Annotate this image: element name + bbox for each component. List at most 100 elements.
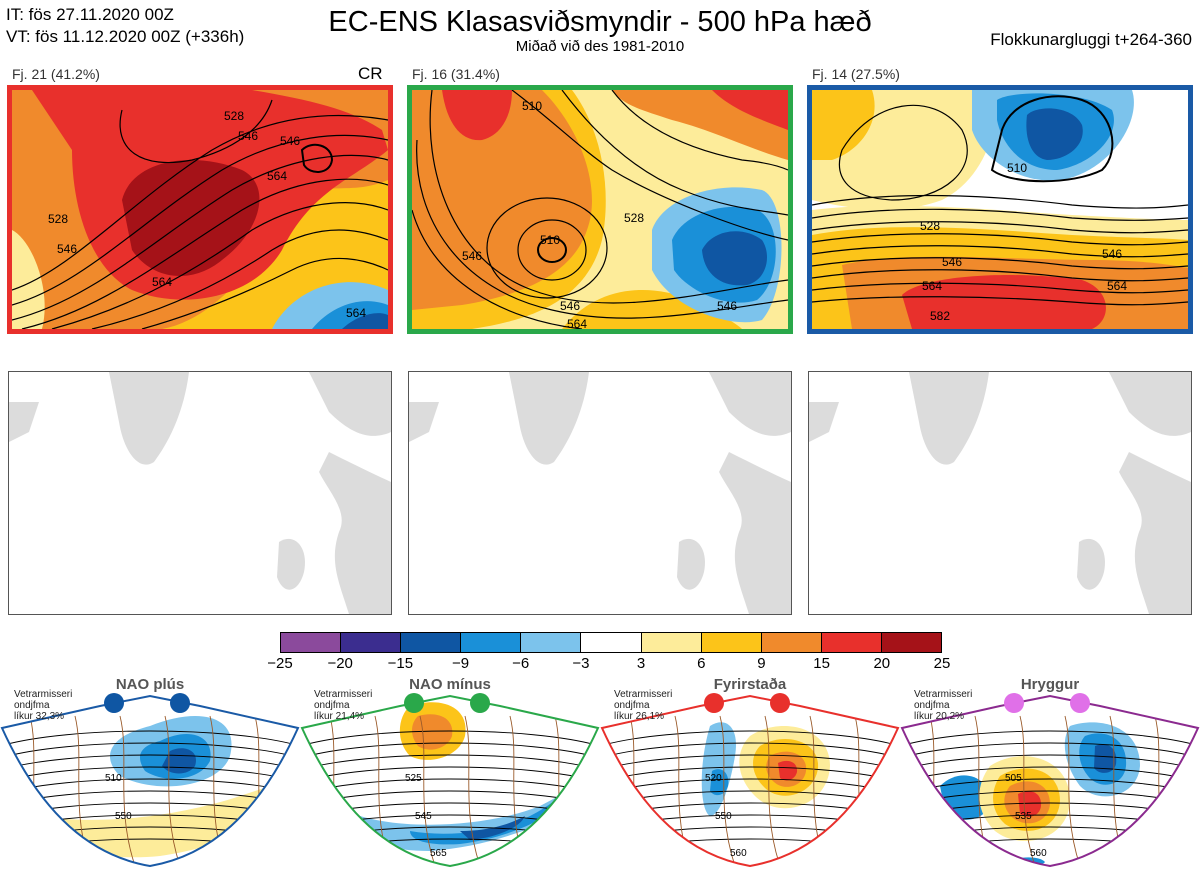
- regime-marker-dot: [470, 693, 490, 713]
- regime-note-line: ondjfma: [14, 700, 50, 711]
- coastline: [674, 715, 691, 866]
- colorbar-cell: [281, 633, 342, 652]
- contour-label: 535: [1015, 811, 1032, 822]
- regime-title: Hryggur: [1020, 676, 1080, 693]
- cluster-3-label: Fj. 14 (27.5%): [812, 66, 900, 82]
- cluster-1-lower-map: [8, 371, 392, 615]
- contour-label: 546: [1102, 247, 1122, 261]
- contour-label: 510: [522, 99, 542, 113]
- contour-line: [2, 766, 298, 783]
- cluster-2-lower-map: [408, 371, 792, 615]
- colorbar-tick-label: 3: [636, 655, 646, 672]
- regime-marker-dot: [1004, 693, 1024, 713]
- contour-line: [2, 730, 298, 747]
- cluster-2-anomaly-field: 510 528 510 546 546 546 564: [412, 90, 788, 329]
- anomaly-region: [1094, 744, 1117, 773]
- colorbar-tick-label: −20: [327, 655, 353, 672]
- contour-line: [602, 790, 898, 807]
- coastline: [164, 715, 181, 866]
- contour-line: [902, 742, 1198, 759]
- anomaly-region: [701, 722, 736, 816]
- cluster-2-label: Fj. 16 (31.4%): [412, 66, 500, 82]
- run-info: IT: fös 27.11.2020 00Z VT: fös 11.12.202…: [6, 4, 244, 48]
- contour-label: 550: [115, 811, 132, 822]
- anomaly-region: [412, 714, 453, 750]
- colorbar-cell: [461, 633, 522, 652]
- contour-label: 546: [717, 299, 737, 313]
- colorbar-tick-label: −3: [572, 655, 590, 672]
- contour-label: 510: [105, 773, 122, 784]
- contour-line: [602, 742, 898, 759]
- contour-line: [302, 754, 598, 771]
- contour-line: [2, 802, 298, 819]
- regime-panel: 510 550 NAO plús Vetrarmisseri ondjfma líkur …: [0, 676, 300, 871]
- colorbar-tick-label: −15: [387, 655, 414, 672]
- coastline: [74, 715, 91, 866]
- contour-line: [302, 730, 598, 747]
- regime-note-line: líkur 32,3%: [14, 711, 65, 722]
- regime-fan-border: [300, 694, 600, 868]
- regime-panel: 505 535 560 Hryggur Vetrarmisseri ondjfma líku…: [900, 676, 1200, 871]
- colorbar-cell: [821, 633, 882, 652]
- regime-marker-dot: [170, 693, 190, 713]
- regime-note-line: líkur 26,1%: [614, 711, 665, 722]
- coastline: [764, 715, 781, 866]
- land-mask: [9, 372, 391, 614]
- regime-title: NAO mínus: [409, 676, 491, 693]
- contour-label: 564: [267, 169, 287, 183]
- colorbar-tick-label: 20: [873, 655, 891, 672]
- contour-line: [602, 802, 898, 819]
- regime-marker-dot: [770, 693, 790, 713]
- contour-label: 525: [405, 773, 422, 784]
- regime-fan-map: 525 545 565: [300, 693, 600, 868]
- regime-note-line: Vetrarmisseri: [614, 689, 673, 700]
- anomaly-region: [350, 766, 598, 851]
- regime-panel: 525 545 565 NAO mínus Vetrarmisseri ondjfma lí…: [300, 676, 600, 871]
- contour-label: 582: [930, 309, 950, 323]
- regime-marker-dot: [104, 693, 124, 713]
- contour-line: [902, 838, 1198, 855]
- contour-label: 550: [715, 811, 732, 822]
- colorbar-tick-label: 25: [933, 655, 951, 672]
- regime-note-line: ondjfma: [914, 700, 950, 711]
- contour-label: 564: [346, 306, 366, 320]
- cluster-1-anomaly-field: 528 546 564 546 528 546 564 564: [12, 90, 388, 329]
- coastline: [1064, 715, 1081, 866]
- cluster-1-tag: CR: [358, 64, 383, 83]
- colorbar-cell: [881, 633, 942, 652]
- contour-line: [602, 826, 898, 843]
- coastline: [119, 715, 136, 866]
- contour-label: 564: [567, 317, 587, 329]
- colorbar-tick-label: 6: [697, 655, 706, 672]
- colorbar-tick-label: 9: [757, 655, 766, 672]
- contour-label: 520: [705, 773, 722, 784]
- contour-label: 560: [1030, 848, 1047, 859]
- contour-label: 528: [920, 219, 940, 233]
- anomaly-region: [40, 766, 298, 858]
- contour-label: 545: [415, 811, 432, 822]
- contour-label: 546: [57, 242, 77, 256]
- anomaly-region: [778, 760, 798, 781]
- contour-line: [602, 814, 898, 831]
- regime-fan-border: [900, 694, 1200, 868]
- contour-line: [602, 838, 898, 855]
- regime-fan-map: 510 550: [0, 693, 300, 868]
- contour-label: 546: [280, 134, 300, 148]
- regime-panel: 520 550 560 Fyrirstaða Vetrarmisseri ondjfma l…: [600, 676, 900, 871]
- page-title: EC-ENS Klasasviðsmyndir - 500 hPa hæð: [328, 6, 872, 38]
- contour-label: 546: [462, 249, 482, 263]
- regime-fan-map: 505 535 560: [900, 693, 1200, 868]
- classification-window: Flokkunargluggi t+264-360: [990, 30, 1192, 49]
- cluster-2-map: 510 528 510 546 546 546 564: [407, 85, 793, 334]
- contour-label: 560: [730, 848, 747, 859]
- coastline: [374, 715, 391, 866]
- contour-label: 546: [942, 255, 962, 269]
- regime-marker-dot: [1070, 693, 1090, 713]
- regime-probability-note: Vetrarmisseri ondjfma líkur 21,4%: [314, 689, 372, 722]
- regime-note-line: Vetrarmisseri: [314, 689, 373, 700]
- cluster-1-label: Fj. 21 (41.2%): [12, 66, 100, 82]
- contour-line: [302, 802, 598, 819]
- regime-note-line: ondjfma: [614, 700, 650, 711]
- contour-line: [302, 766, 598, 783]
- contour-line: [602, 754, 898, 771]
